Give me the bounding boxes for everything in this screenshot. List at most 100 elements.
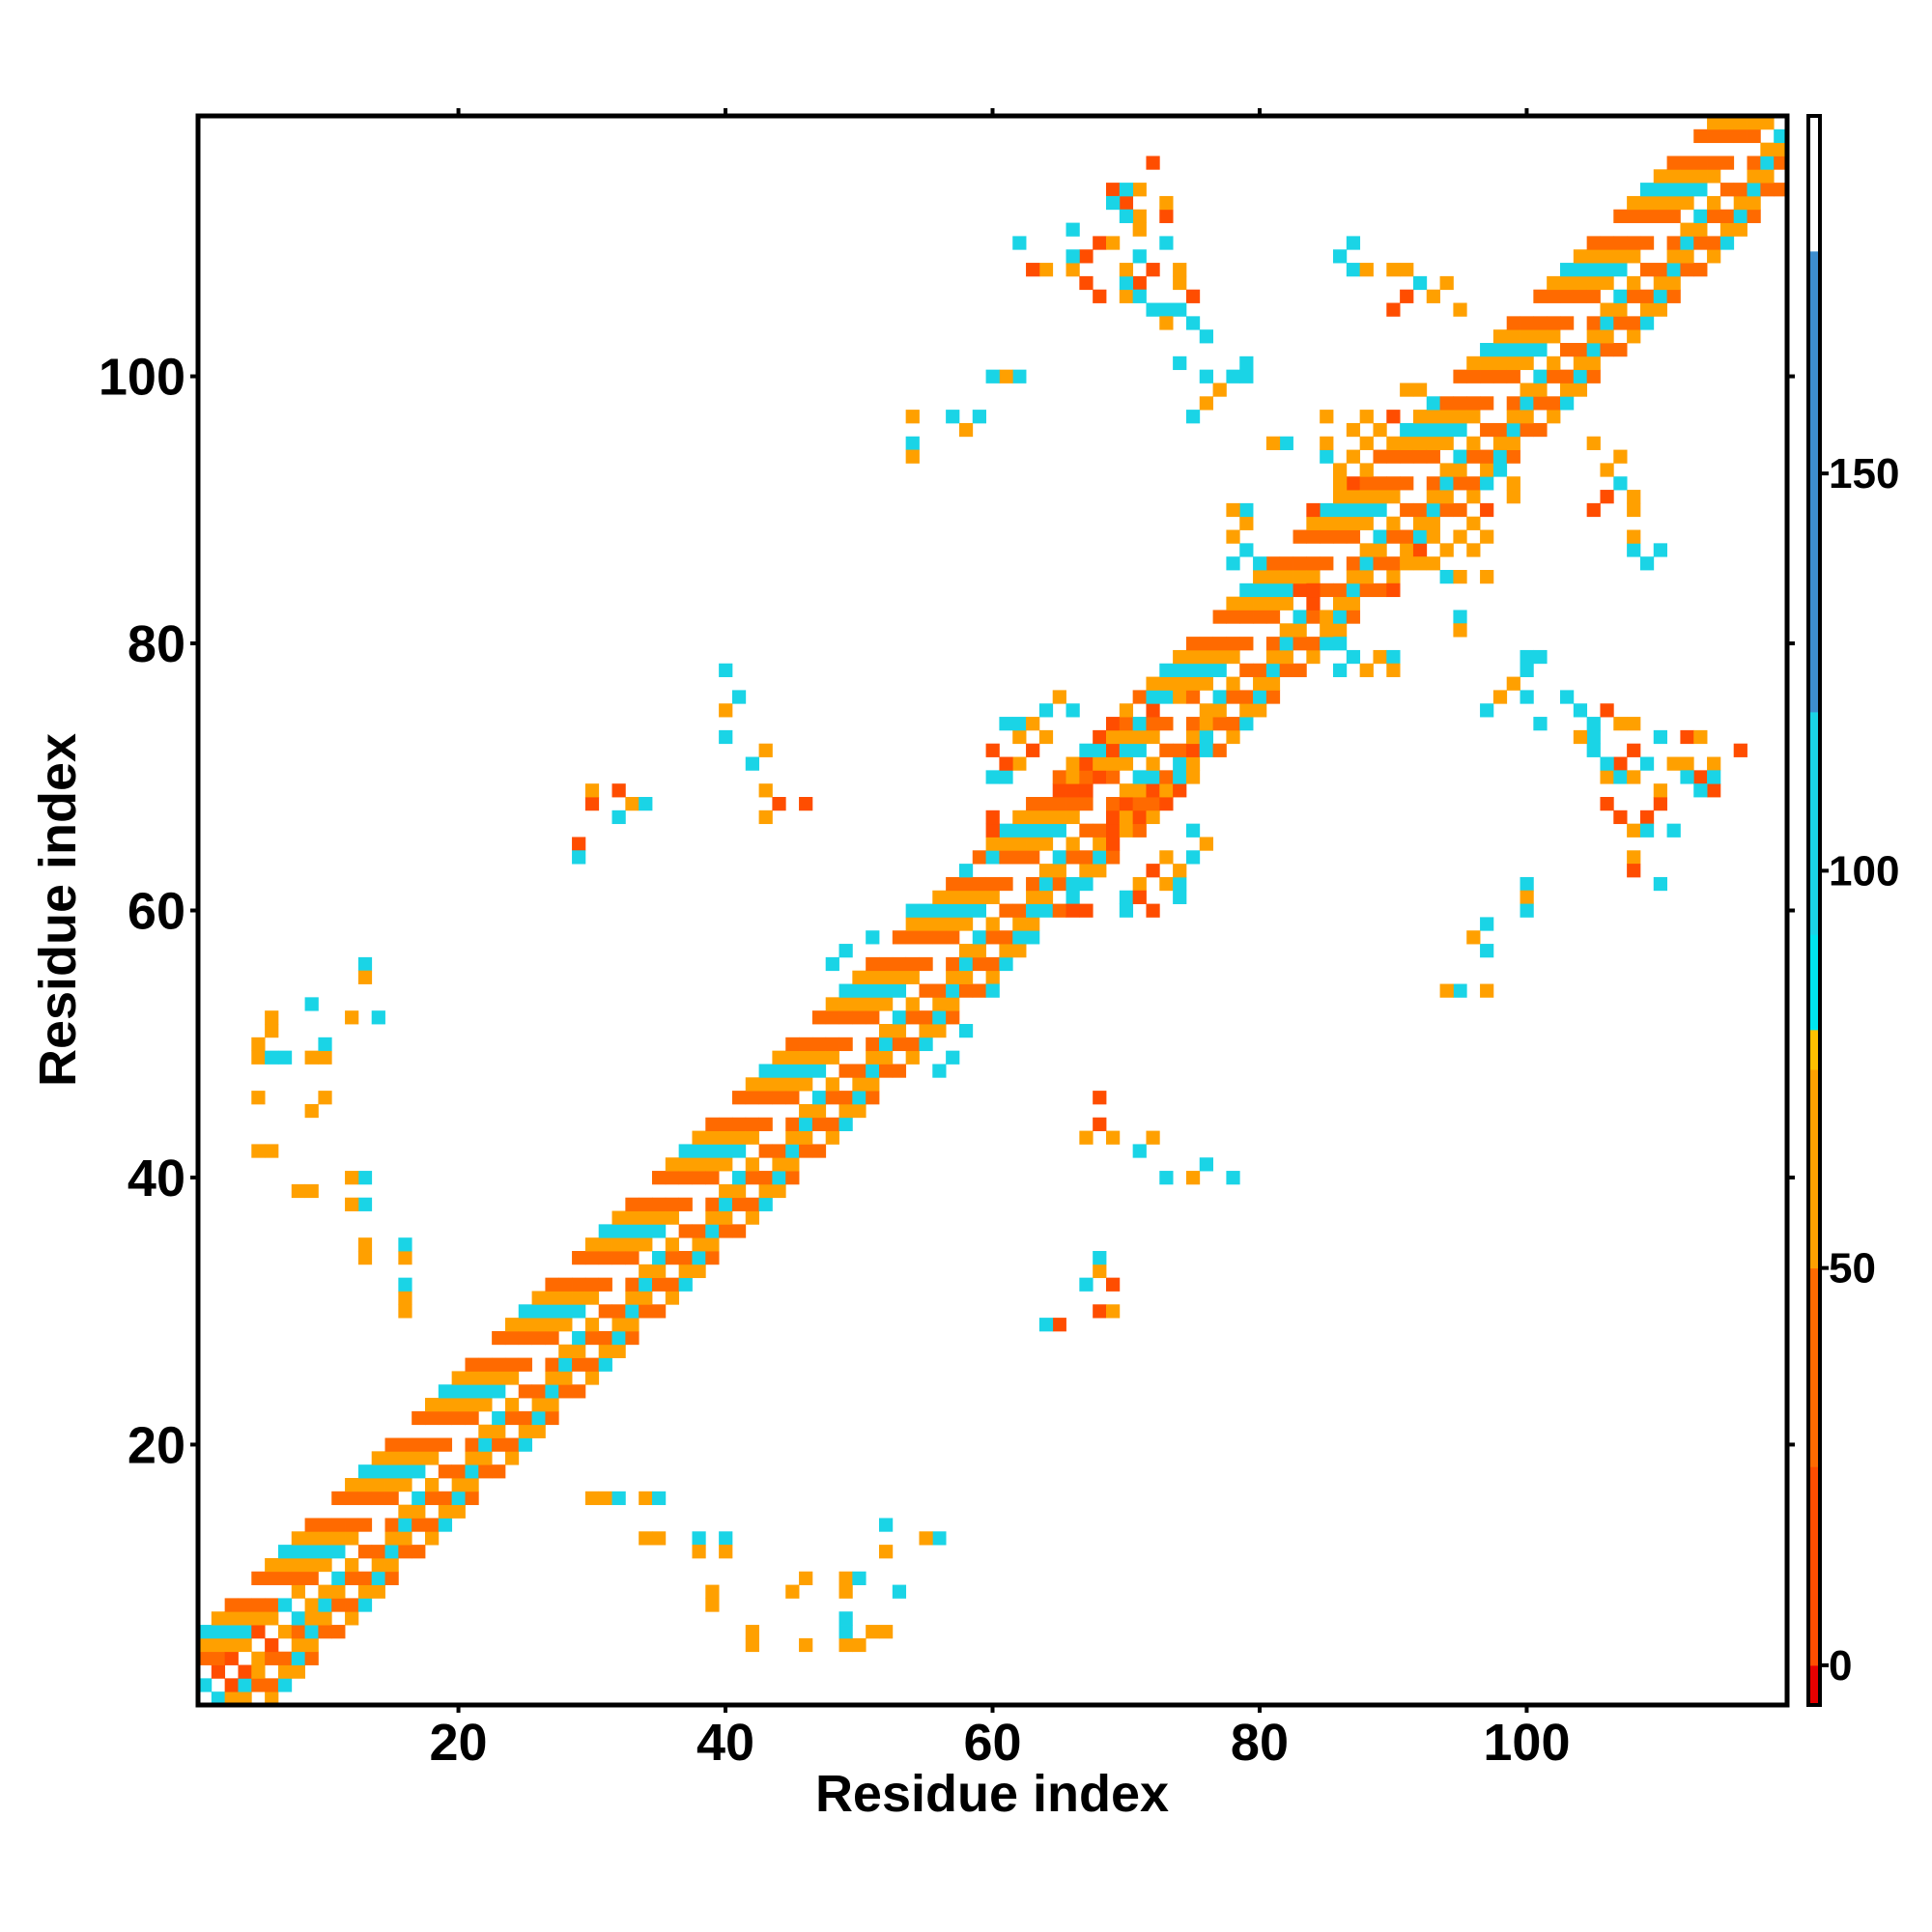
y-tick-label: 80	[128, 615, 185, 673]
heatmap-cell	[1093, 1251, 1107, 1265]
heatmap-cell	[1439, 396, 1454, 411]
heatmap-cell	[1707, 156, 1721, 170]
heatmap-cell	[478, 1451, 493, 1465]
heatmap-cell	[412, 1504, 426, 1519]
heatmap-cell	[398, 1277, 412, 1292]
heatmap-cell	[1600, 490, 1614, 504]
heatmap-cell	[1600, 343, 1614, 357]
heatmap-cell	[1400, 436, 1414, 450]
heatmap-cell	[1253, 676, 1267, 691]
heatmap-cell	[1426, 476, 1440, 491]
heatmap-cell	[1666, 169, 1681, 184]
heatmap-cell	[678, 1251, 693, 1265]
heatmap-cell	[1265, 649, 1281, 665]
heatmap-cell	[1506, 355, 1520, 371]
heatmap-cell	[905, 930, 920, 945]
heatmap-cell	[1693, 729, 1708, 745]
heatmap-cell	[1293, 663, 1307, 677]
heatmap-cell	[665, 1251, 680, 1265]
heatmap-cell	[1373, 449, 1387, 464]
heatmap-cell	[318, 1518, 332, 1532]
heatmap-cell	[1265, 570, 1281, 584]
heatmap-cell	[518, 1318, 532, 1332]
heatmap-cell	[251, 1050, 266, 1065]
heatmap-cell	[398, 1437, 412, 1452]
heatmap-cell	[985, 970, 1000, 984]
heatmap-cell	[1613, 249, 1628, 264]
heatmap-cell	[465, 1437, 479, 1452]
heatmap-cell	[1253, 610, 1267, 624]
heatmap-cell	[412, 1518, 426, 1532]
heatmap-cell	[1560, 396, 1575, 411]
heatmap-cell	[892, 1010, 907, 1025]
heatmap-cell	[1760, 183, 1775, 197]
heatmap-cell	[838, 983, 853, 998]
heatmap-cell	[692, 1264, 706, 1279]
heatmap-cell	[465, 1371, 479, 1385]
heatmap-cell	[811, 1103, 827, 1119]
heatmap-cell	[1373, 422, 1387, 438]
heatmap-cell	[398, 1251, 412, 1265]
heatmap-cell	[1185, 823, 1201, 838]
heatmap-cell	[1453, 449, 1467, 464]
heatmap-cell	[866, 1625, 880, 1639]
heatmap-cell	[1466, 369, 1481, 384]
heatmap-cell	[345, 1197, 359, 1211]
heatmap-cell	[1774, 156, 1788, 170]
heatmap-cell	[357, 1571, 373, 1585]
heatmap-cell	[478, 1398, 493, 1412]
colorbar-tick-label: 0	[1829, 1642, 1852, 1690]
heatmap-cell	[758, 1064, 773, 1078]
heatmap-cell	[1253, 570, 1267, 584]
heatmap-cell	[211, 1664, 226, 1679]
heatmap-cell	[1199, 729, 1213, 745]
heatmap-cell	[972, 930, 986, 945]
heatmap-cell	[1520, 355, 1534, 371]
heatmap-cell	[584, 1277, 600, 1292]
colorbar-frame	[1806, 114, 1822, 1707]
heatmap-cell	[1412, 502, 1428, 518]
heatmap-cell	[277, 1557, 293, 1573]
heatmap-cell	[1547, 329, 1561, 344]
heatmap-cell	[972, 956, 986, 972]
heatmap-cell	[1520, 876, 1534, 892]
heatmap-cell	[1666, 195, 1681, 211]
heatmap-cell	[357, 970, 373, 984]
heatmap-cell	[799, 1103, 813, 1119]
heatmap-cell	[946, 1050, 960, 1065]
heatmap-cell	[1492, 463, 1508, 477]
heatmap-cell	[1173, 649, 1187, 665]
heatmap-cell	[558, 1291, 573, 1305]
heatmap-cell	[705, 1171, 720, 1185]
heatmap-cell	[1106, 770, 1121, 784]
heatmap-cell	[611, 1330, 626, 1346]
heatmap-cell	[611, 810, 626, 825]
heatmap-cell	[1146, 1130, 1160, 1145]
heatmap-cell	[1586, 743, 1601, 757]
heatmap-cell	[1146, 797, 1160, 811]
heatmap-cell	[291, 1545, 305, 1559]
heatmap-cell	[932, 1064, 947, 1078]
heatmap-cell	[999, 770, 1013, 784]
heatmap-cell	[1265, 436, 1281, 450]
heatmap-cell	[545, 1371, 559, 1385]
heatmap-cell	[1573, 703, 1588, 718]
heatmap-cell	[1253, 556, 1267, 571]
heatmap-cell	[1132, 275, 1147, 291]
heatmap-cell	[558, 1371, 573, 1385]
heatmap-cell	[1627, 823, 1641, 838]
heatmap-cell	[1774, 128, 1788, 144]
heatmap-cell	[1733, 116, 1747, 130]
heatmap-cell	[678, 1144, 693, 1158]
heatmap-cell	[639, 1304, 653, 1319]
heatmap-cell	[1653, 183, 1667, 197]
heatmap-cell	[1199, 717, 1213, 731]
heatmap-cell	[1386, 649, 1401, 665]
heatmap-cell	[946, 890, 960, 904]
heatmap-cell	[425, 1410, 440, 1426]
heatmap-cell	[1666, 756, 1681, 771]
heatmap-cell	[1253, 582, 1267, 598]
heatmap-cell	[331, 1518, 346, 1532]
heatmap-cell	[985, 890, 1000, 904]
heatmap-cell	[772, 1064, 786, 1078]
